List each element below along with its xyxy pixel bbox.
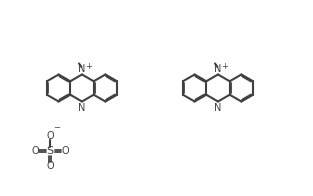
Text: +: + [85, 62, 92, 71]
Text: +: + [222, 62, 228, 71]
Text: −: − [54, 123, 60, 132]
Text: N: N [214, 64, 221, 74]
Text: N: N [78, 103, 86, 113]
Text: S: S [46, 146, 54, 156]
Text: O: O [61, 146, 69, 156]
Text: N: N [78, 64, 85, 74]
Text: O: O [46, 161, 54, 171]
Text: N: N [214, 103, 222, 113]
Text: O: O [46, 131, 54, 141]
Text: O: O [31, 146, 39, 156]
